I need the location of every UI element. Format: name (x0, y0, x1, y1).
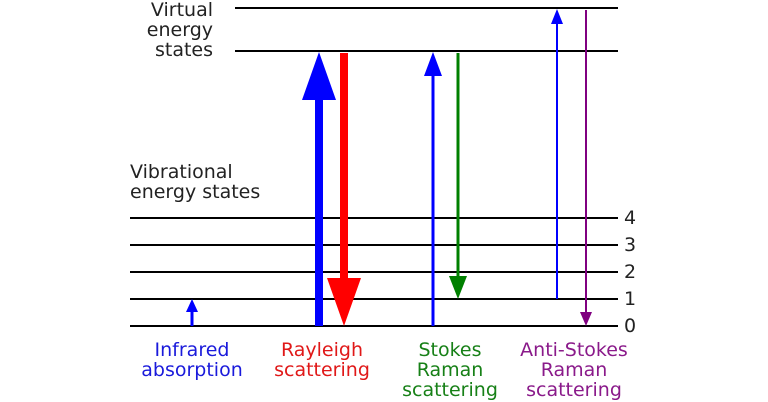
rayleigh-emission-arrow (327, 53, 361, 326)
rayleigh-scattering-label: Rayleigh scattering (266, 340, 378, 380)
process-label-line: scattering (402, 379, 498, 401)
level-number-4: 4 (624, 207, 637, 229)
anti-stokes-emission-arrow (580, 10, 592, 326)
anti-stokes-raman-label: Anti-Stokes Raman scattering (508, 340, 640, 400)
process-label-line: Infrared (154, 339, 230, 361)
vibrational-states-label: Vibrational energy states (130, 162, 260, 202)
infrared-absorption-label: Infrared absorption (132, 340, 252, 380)
level-number-1: 1 (624, 288, 637, 310)
level-number-2: 2 (624, 261, 637, 283)
process-label-line: Raman (540, 359, 608, 381)
process-label-line: scattering (274, 359, 370, 381)
stokes-emission-arrow (449, 53, 467, 299)
process-label-line: Stokes (418, 339, 482, 361)
vibrational-label-line: Vibrational (130, 161, 233, 183)
vibrational-label-line: energy states (130, 181, 261, 203)
infrared-arrow (186, 299, 198, 326)
virtual-label-line: states (154, 39, 213, 61)
process-label-line: scattering (526, 379, 622, 401)
virtual-label-line: energy (146, 19, 213, 41)
level-number-3: 3 (624, 234, 637, 256)
process-label-line: Anti-Stokes (520, 339, 628, 361)
stokes-raman-label: Stokes Raman scattering (396, 340, 504, 400)
level-number-0: 0 (624, 315, 637, 337)
rayleigh-excitation-arrow (302, 52, 336, 326)
virtual-states-label: Virtual energy states (100, 0, 213, 60)
process-label-line: Raman (416, 359, 484, 381)
stokes-excitation-arrow (424, 52, 442, 326)
virtual-label-line: Virtual (150, 0, 213, 21)
process-label-line: absorption (141, 359, 243, 381)
anti-stokes-excitation-arrow (551, 9, 563, 299)
process-label-line: Rayleigh (280, 339, 364, 361)
